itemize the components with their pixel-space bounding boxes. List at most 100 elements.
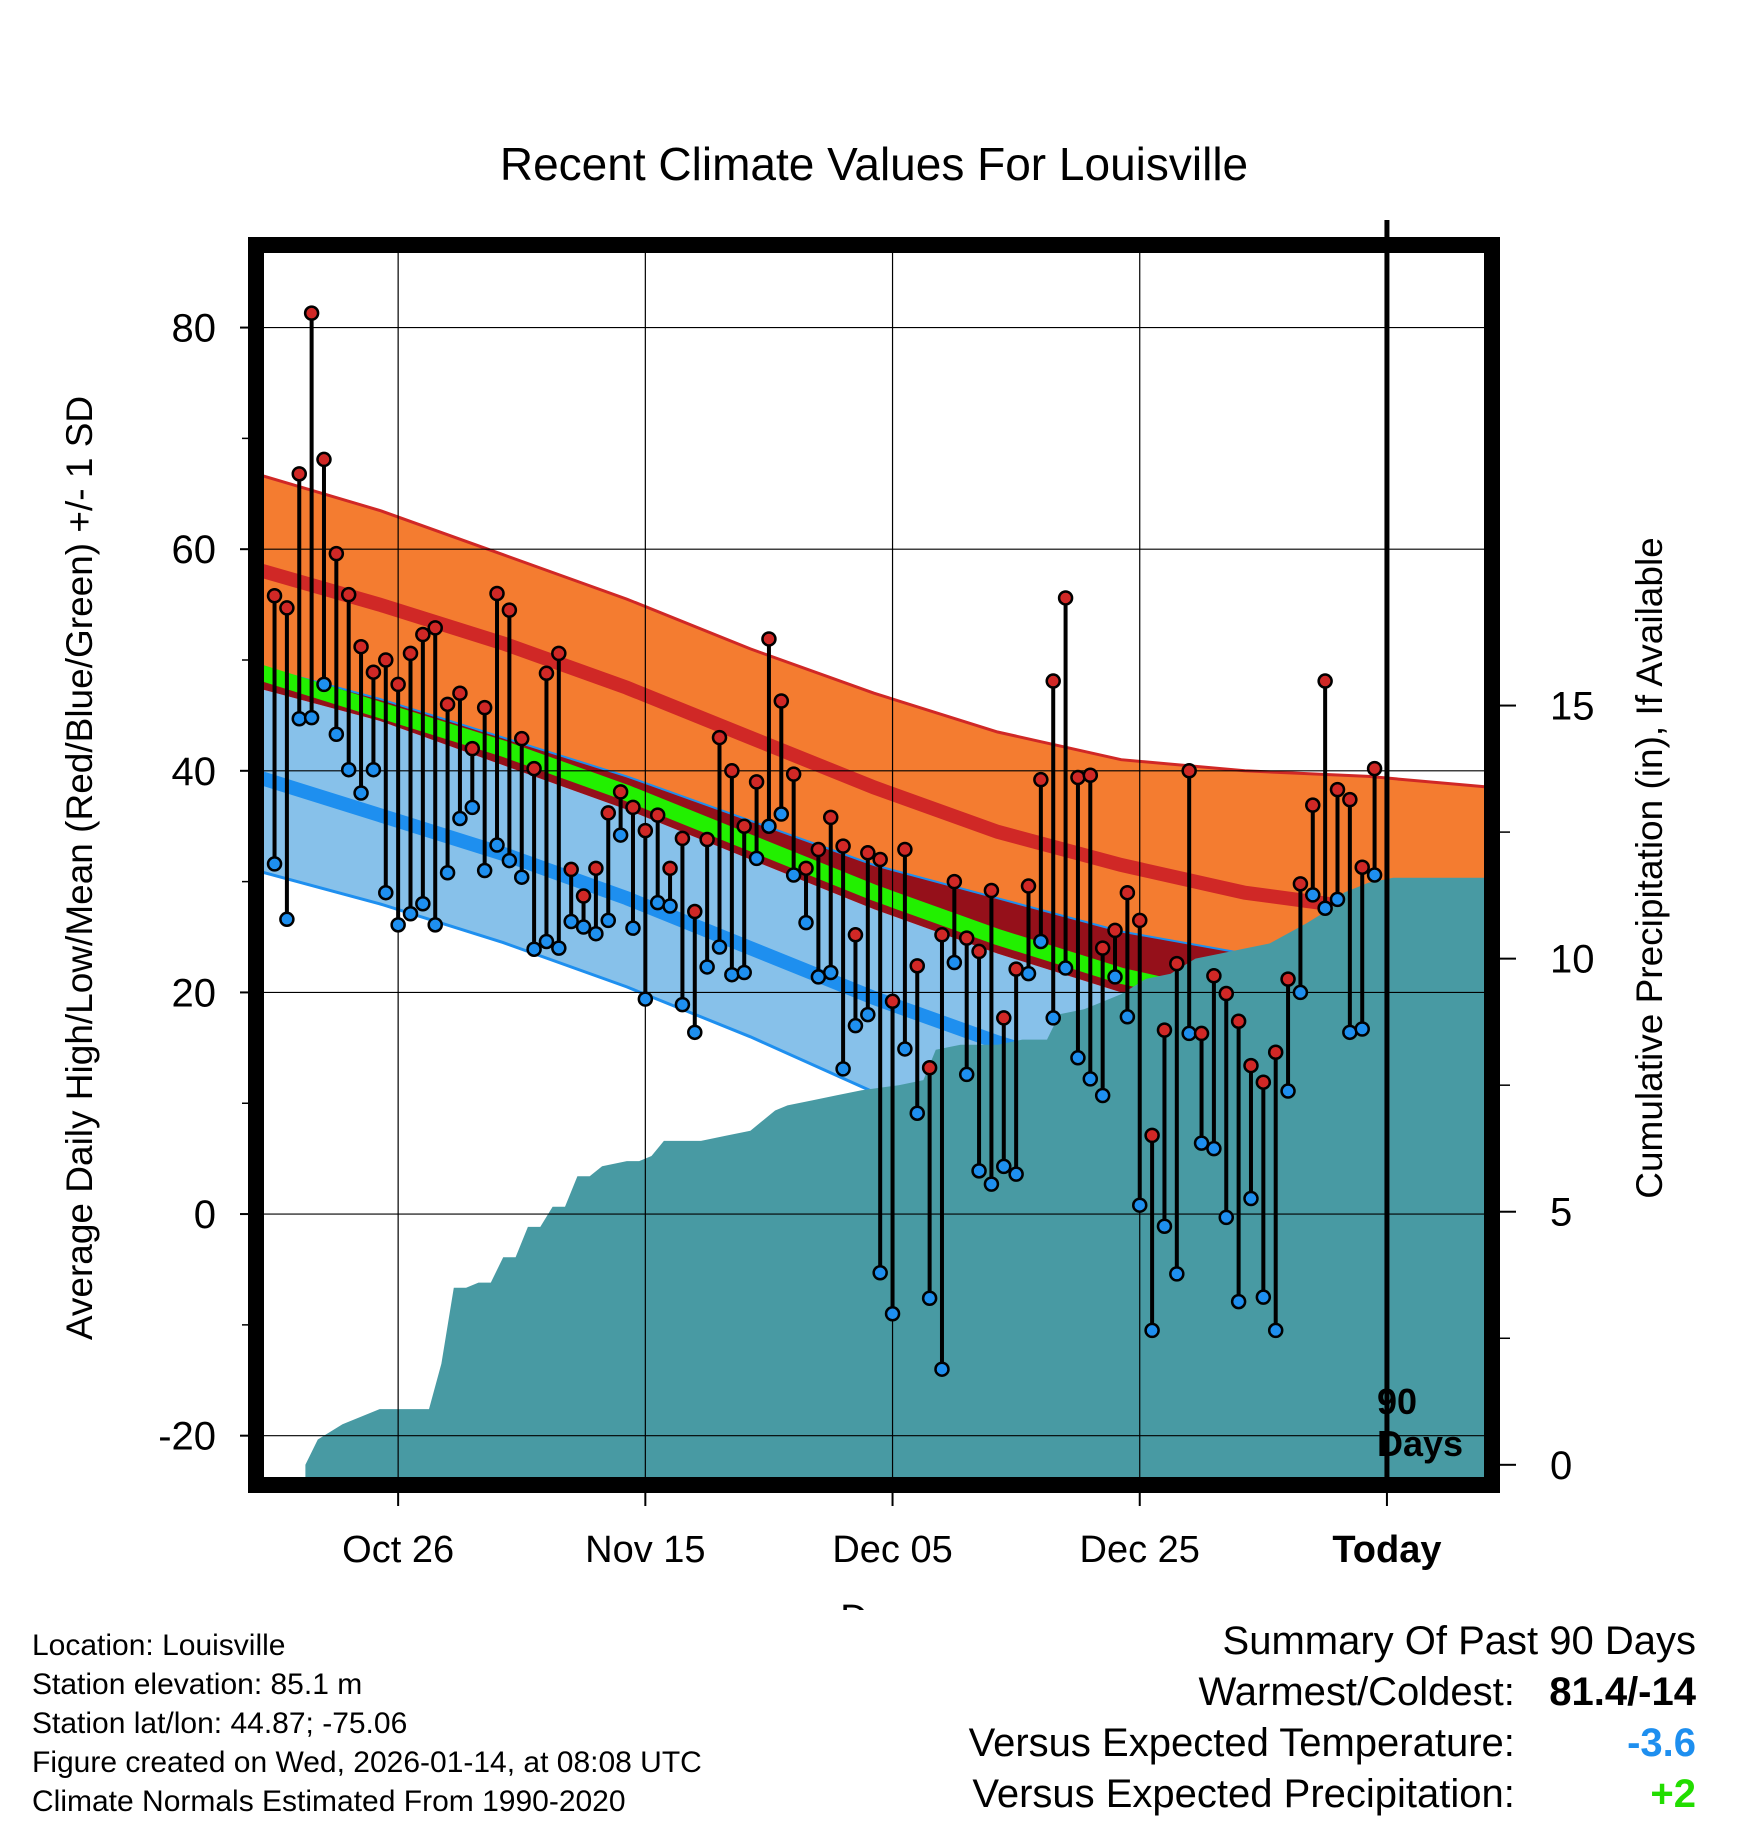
daily-high-point bbox=[1008, 961, 1024, 977]
daily-low-point bbox=[1156, 1218, 1173, 1234]
daily-low-point bbox=[1169, 1266, 1185, 1282]
daily-low-point bbox=[489, 837, 505, 853]
daily-low-point bbox=[1107, 969, 1123, 985]
daily-low-point bbox=[1267, 1322, 1284, 1339]
daily-high-point bbox=[909, 958, 926, 974]
plot-frame bbox=[248, 237, 1500, 1493]
daily-low-point bbox=[909, 1105, 926, 1121]
daily-low-point bbox=[1008, 1166, 1024, 1182]
daily-high-point bbox=[303, 305, 320, 321]
daily-low-point bbox=[748, 850, 765, 867]
daily-high-point bbox=[649, 807, 666, 823]
daily-low-point bbox=[427, 917, 443, 933]
daily-high-point bbox=[983, 882, 1000, 899]
daily-low-point bbox=[711, 939, 728, 955]
daily-low-point bbox=[1181, 1025, 1197, 1042]
daily-low-point bbox=[1354, 1021, 1370, 1037]
daily-low-point bbox=[1206, 1140, 1222, 1157]
y2-tick-label: 10 bbox=[1550, 938, 1595, 982]
daily-high-point bbox=[1218, 985, 1235, 1002]
daily-high-point bbox=[1280, 971, 1296, 987]
summary-heading: Summary Of Past 90 Days bbox=[1222, 1619, 1696, 1663]
daily-high-point bbox=[798, 860, 814, 877]
daily-low-point bbox=[476, 862, 493, 879]
temp-label: Versus Expected Temperature: bbox=[968, 1721, 1515, 1765]
daily-high-point bbox=[724, 763, 740, 779]
y-tick-label: -20 bbox=[158, 1415, 216, 1459]
daily-low-point bbox=[1230, 1293, 1247, 1310]
latlon-text: Station lat/lon: 44.87; -75.06 bbox=[32, 1707, 408, 1740]
daily-low-point bbox=[1144, 1322, 1160, 1339]
daily-low-point bbox=[798, 914, 814, 931]
daily-high-point bbox=[1045, 673, 1061, 689]
summary-warmest-row: Warmest/Coldest: 81.4/-14 bbox=[969, 1667, 1697, 1718]
y-tick-label: 20 bbox=[172, 971, 217, 1015]
daily-high-point bbox=[699, 831, 715, 848]
daily-low-point bbox=[402, 906, 419, 922]
daily-high-point bbox=[958, 930, 975, 946]
daily-high-point bbox=[711, 729, 728, 746]
daily-low-point bbox=[674, 996, 691, 1013]
daily-high-point bbox=[1020, 878, 1037, 894]
daily-high-point bbox=[1169, 955, 1185, 972]
daily-high-point bbox=[785, 766, 802, 782]
daily-low-point bbox=[1057, 960, 1074, 976]
daily-low-point bbox=[526, 941, 542, 957]
daily-low-point bbox=[303, 709, 320, 726]
daily-low-point bbox=[1218, 1209, 1235, 1226]
daily-high-point bbox=[822, 809, 839, 826]
daily-high-point bbox=[390, 676, 406, 693]
daily-low-point bbox=[958, 1066, 975, 1083]
daily-high-point bbox=[340, 586, 357, 603]
daily-high-point bbox=[1144, 1127, 1160, 1144]
daily-low-point bbox=[340, 761, 357, 778]
daily-observations bbox=[266, 305, 1383, 1377]
daily-low-point bbox=[897, 1041, 913, 1057]
daily-high-point bbox=[1230, 1013, 1247, 1029]
daily-high-point bbox=[501, 602, 518, 618]
daily-low-point bbox=[872, 1265, 888, 1281]
daily-high-point bbox=[1305, 797, 1321, 813]
daily-low-point bbox=[724, 966, 740, 983]
daily-high-point bbox=[1107, 922, 1123, 939]
y-tick-label: 60 bbox=[172, 528, 217, 572]
daily-low-point bbox=[637, 991, 654, 1007]
daily-low-point bbox=[291, 710, 308, 727]
precip-label: Versus Expected Precipitation: bbox=[972, 1772, 1515, 1816]
daily-high-point bbox=[1131, 912, 1148, 929]
daily-high-point bbox=[402, 645, 419, 662]
daily-high-point bbox=[996, 1010, 1012, 1026]
daily-low-point bbox=[625, 920, 641, 936]
daily-low-point bbox=[810, 969, 827, 985]
normal-high-line bbox=[256, 562, 1492, 925]
daily-high-point bbox=[1094, 940, 1111, 956]
daily-high-point bbox=[464, 740, 481, 757]
daily-high-point bbox=[674, 830, 691, 847]
daily-low-point bbox=[464, 799, 481, 816]
precip-area bbox=[305, 877, 1492, 1480]
daily-low-point bbox=[884, 1306, 901, 1322]
summary-precip-row: Versus Expected Precipitation: +2 bbox=[969, 1769, 1696, 1820]
daily-high-point bbox=[489, 585, 505, 602]
daily-high-point bbox=[1181, 763, 1197, 779]
daily-low-point bbox=[1317, 900, 1333, 916]
daily-high-point bbox=[600, 805, 617, 821]
daily-high-point bbox=[612, 784, 629, 800]
precipitation-layer bbox=[305, 877, 1492, 1480]
daily-low-point bbox=[860, 1006, 876, 1023]
y-tick-label: 40 bbox=[172, 750, 217, 794]
daily-high-point bbox=[625, 799, 641, 816]
daily-high-point bbox=[1354, 859, 1370, 875]
daily-low-point bbox=[946, 954, 963, 971]
daily-low-point bbox=[390, 917, 406, 933]
daily-high-point bbox=[1206, 968, 1222, 984]
daily-high-point bbox=[662, 860, 678, 877]
daily-low-point bbox=[1342, 1024, 1358, 1041]
x-tick-label: Nov 15 bbox=[585, 1529, 705, 1571]
daily-high-point bbox=[872, 851, 888, 868]
daily-low-point bbox=[785, 867, 802, 883]
daily-high-point bbox=[365, 664, 382, 680]
daily-low-point bbox=[279, 911, 295, 928]
daily-low-point bbox=[600, 912, 617, 929]
daily-high-point bbox=[1317, 673, 1333, 689]
